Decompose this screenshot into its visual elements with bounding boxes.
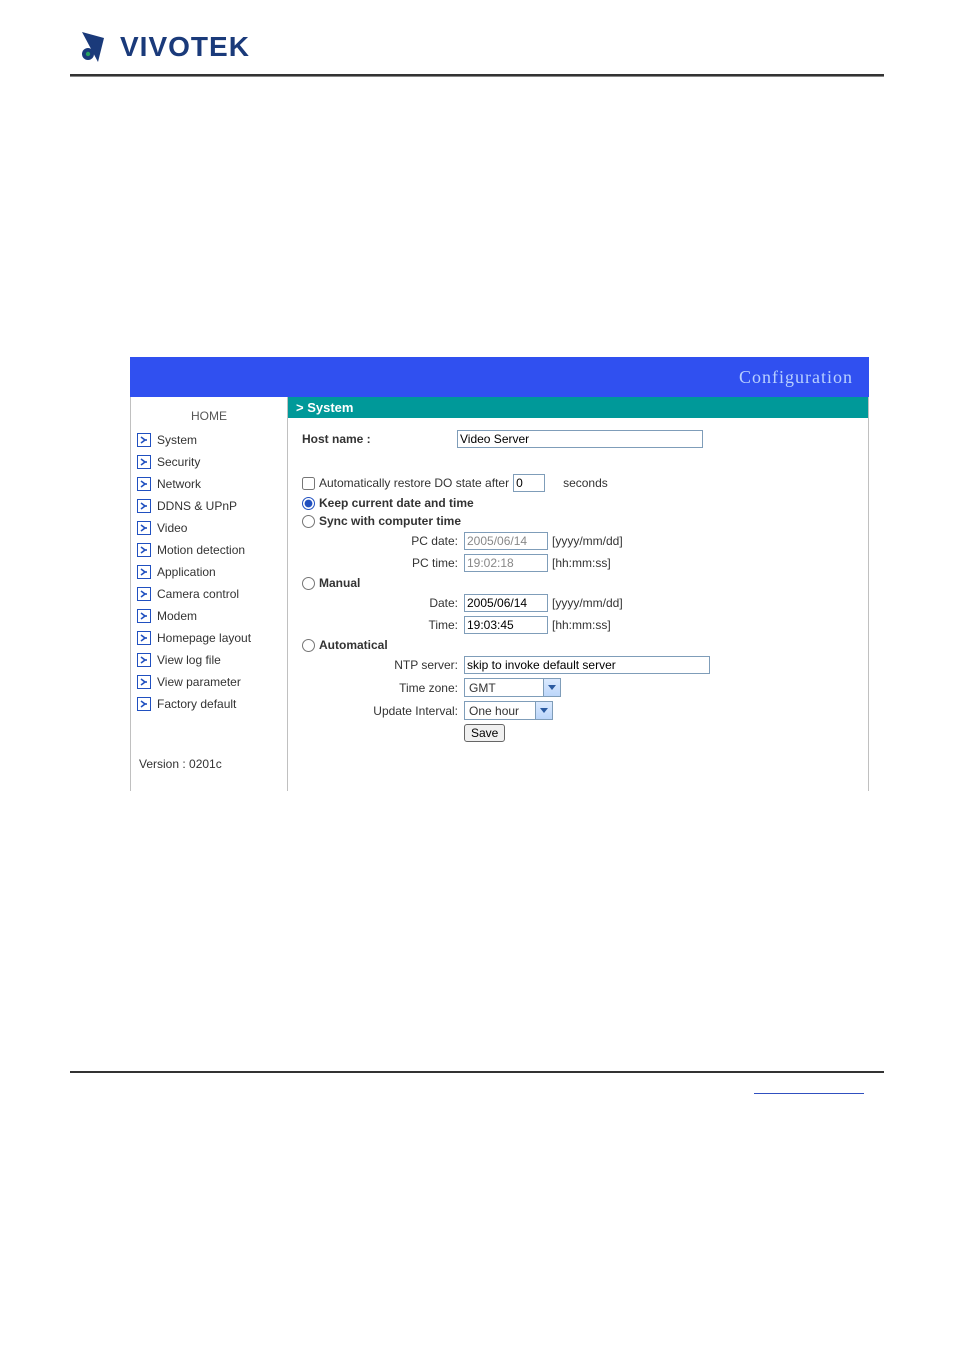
sidebar-item-view-parameter[interactable]: View parameter	[135, 671, 283, 693]
sidebar-item-label: View log file	[157, 653, 221, 667]
sync-time-label: Sync with computer time	[319, 514, 461, 528]
timezone-select[interactable]: GMT	[464, 678, 561, 697]
sidebar-home-link[interactable]: HOME	[135, 405, 283, 429]
config-banner: Configuration	[130, 357, 869, 397]
sidebar-item-label: Network	[157, 477, 201, 491]
arrow-right-icon	[137, 609, 151, 623]
host-name-label: Host name :	[302, 432, 457, 446]
sidebar-item-application[interactable]: Application	[135, 561, 283, 583]
sidebar-item-label: Application	[157, 565, 216, 579]
sidebar-item-label: Modem	[157, 609, 197, 623]
host-name-input[interactable]	[457, 430, 703, 448]
sidebar-item-label: Homepage layout	[157, 631, 251, 645]
sidebar-item-label: Security	[157, 455, 200, 469]
ntp-server-input[interactable]	[464, 656, 710, 674]
sidebar-item-label: Camera control	[157, 587, 239, 601]
logo-mark-icon	[80, 30, 116, 64]
header-divider	[70, 74, 884, 77]
sidebar-item-system[interactable]: System	[135, 429, 283, 451]
sidebar-item-ddns-upnp[interactable]: DDNS & UPnP	[135, 495, 283, 517]
manual-date-input[interactable]	[464, 594, 548, 612]
brand-name: VIVOTEK	[120, 31, 250, 63]
page-header: VIVOTEK	[0, 0, 954, 74]
sidebar-item-motion-detection[interactable]: Motion detection	[135, 539, 283, 561]
sidebar-item-network[interactable]: Network	[135, 473, 283, 495]
pc-date-label: PC date:	[302, 534, 464, 548]
sidebar-item-video[interactable]: Video	[135, 517, 283, 539]
arrow-right-icon	[137, 587, 151, 601]
arrow-right-icon	[137, 697, 151, 711]
arrow-right-icon	[137, 675, 151, 689]
arrow-right-icon	[137, 477, 151, 491]
save-button[interactable]: Save	[464, 724, 505, 742]
sidebar-item-modem[interactable]: Modem	[135, 605, 283, 627]
auto-time-label: Automatical	[319, 638, 388, 652]
arrow-right-icon	[137, 433, 151, 447]
panel-title: > System	[288, 397, 868, 418]
manual-time-hint: [hh:mm:ss]	[552, 618, 611, 632]
sidebar-item-label: Video	[157, 521, 187, 535]
pc-time-hint: [hh:mm:ss]	[552, 556, 611, 570]
arrow-right-icon	[137, 521, 151, 535]
sync-time-radio[interactable]	[302, 515, 315, 528]
footer-link-placeholder	[754, 1093, 864, 1094]
update-interval-label: Update Interval:	[302, 704, 464, 718]
brand-logo: VIVOTEK	[80, 30, 954, 64]
sidebar-item-view-log-file[interactable]: View log file	[135, 649, 283, 671]
manual-time-input[interactable]	[464, 616, 548, 634]
auto-time-radio[interactable]	[302, 639, 315, 652]
config-banner-title: Configuration	[739, 367, 853, 388]
sidebar-item-camera-control[interactable]: Camera control	[135, 583, 283, 605]
chevron-down-icon	[535, 701, 553, 720]
arrow-right-icon	[137, 631, 151, 645]
sidebar-item-label: Motion detection	[157, 543, 245, 557]
configuration-area: Configuration HOME System Security Netwo…	[130, 357, 869, 791]
main-panel: > System Host name : Automatically resto…	[288, 397, 869, 791]
pc-date-hint: [yyyy/mm/dd]	[552, 534, 623, 548]
version-label: Version : 0201c	[135, 757, 283, 771]
manual-date-hint: [yyyy/mm/dd]	[552, 596, 623, 610]
do-restore-seconds-input[interactable]	[513, 474, 545, 492]
sidebar-item-label: System	[157, 433, 197, 447]
do-restore-label-suffix: seconds	[563, 476, 608, 490]
arrow-right-icon	[137, 455, 151, 469]
manual-time-input-label: Time:	[302, 618, 464, 632]
arrow-right-icon	[137, 499, 151, 513]
do-restore-checkbox[interactable]	[302, 477, 315, 490]
do-restore-label-prefix: Automatically restore DO state after	[319, 476, 509, 490]
ntp-server-label: NTP server:	[302, 658, 464, 672]
keep-time-label: Keep current date and time	[319, 496, 474, 510]
footer-area	[0, 1073, 954, 1134]
chevron-down-icon	[543, 678, 561, 697]
update-interval-value: One hour	[464, 701, 536, 720]
sidebar-item-security[interactable]: Security	[135, 451, 283, 473]
pc-time-input	[464, 554, 548, 572]
pc-time-label: PC time:	[302, 556, 464, 570]
timezone-label: Time zone:	[302, 681, 464, 695]
sidebar-item-homepage-layout[interactable]: Homepage layout	[135, 627, 283, 649]
timezone-value: GMT	[464, 678, 544, 697]
update-interval-select[interactable]: One hour	[464, 701, 553, 720]
keep-time-radio[interactable]	[302, 497, 315, 510]
pc-date-input	[464, 532, 548, 550]
manual-time-radio[interactable]	[302, 577, 315, 590]
arrow-right-icon	[137, 543, 151, 557]
manual-date-label: Date:	[302, 596, 464, 610]
sidebar-item-label: View parameter	[157, 675, 241, 689]
sidebar-item-label: DDNS & UPnP	[157, 499, 237, 513]
sidebar-item-label: Factory default	[157, 697, 236, 711]
sidebar: HOME System Security Network DDNS & UPnP…	[130, 397, 288, 791]
arrow-right-icon	[137, 653, 151, 667]
arrow-right-icon	[137, 565, 151, 579]
manual-time-label: Manual	[319, 576, 360, 590]
sidebar-item-factory-default[interactable]: Factory default	[135, 693, 283, 715]
